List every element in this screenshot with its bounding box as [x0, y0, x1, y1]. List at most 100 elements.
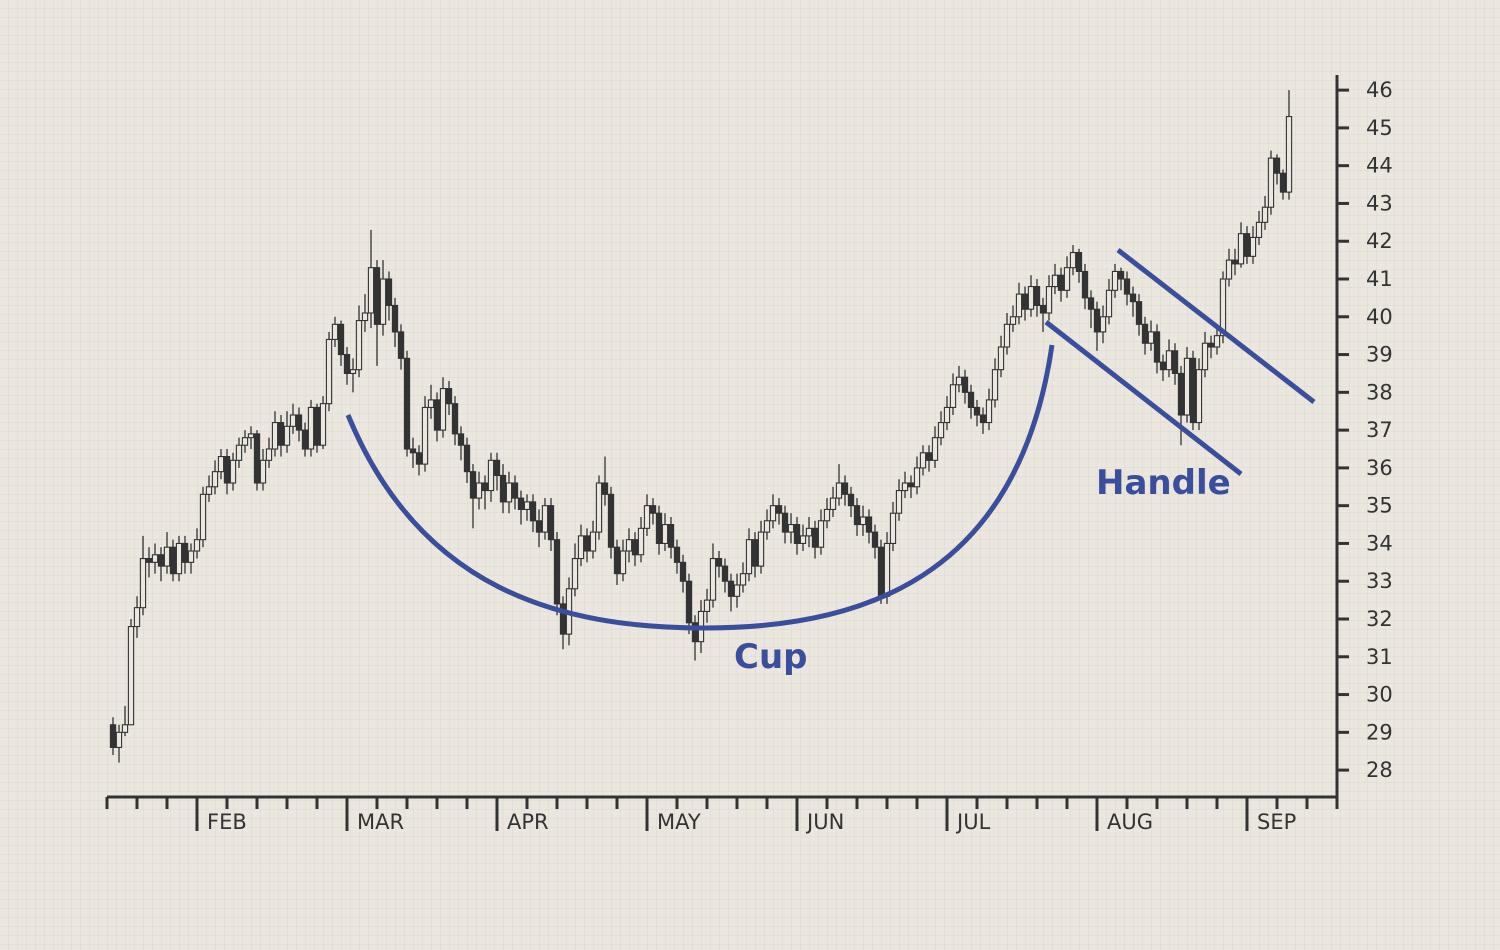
- handle-label: Handle: [1096, 463, 1231, 503]
- candle-body: [223, 456, 231, 484]
- candle-body: [769, 505, 777, 522]
- candle-body: [169, 546, 177, 575]
- candle-body: [1261, 206, 1269, 223]
- candle-body: [157, 554, 165, 567]
- candle-body: [781, 512, 789, 533]
- candle-body: [1225, 259, 1233, 280]
- y-tick-label: 43: [1366, 191, 1393, 215]
- candle-body: [1159, 361, 1167, 371]
- candle-body: [115, 731, 123, 748]
- candle-body: [469, 471, 477, 499]
- candle-body: [589, 531, 597, 552]
- candle-body: [457, 433, 465, 446]
- candle-body: [1033, 286, 1041, 306]
- candle-body: [265, 448, 273, 461]
- candle-body: [1081, 270, 1089, 299]
- candle-body: [367, 267, 375, 314]
- candle-body: [325, 338, 333, 405]
- y-tick-label: 39: [1366, 343, 1393, 367]
- candle-body: [277, 422, 285, 446]
- candle-body: [763, 520, 771, 533]
- candle-body: [487, 459, 495, 492]
- candle-body: [643, 505, 651, 529]
- candle-body: [481, 482, 489, 492]
- y-tick-label: 44: [1366, 154, 1393, 178]
- y-tick-label: 38: [1366, 380, 1393, 404]
- candle-body: [547, 505, 555, 541]
- candle-body: [991, 369, 999, 401]
- candle-body: [505, 482, 513, 503]
- candle-body: [499, 474, 507, 503]
- candle-body: [379, 278, 387, 325]
- candle-body: [751, 539, 759, 567]
- candle-body: [667, 524, 675, 548]
- candle-body: [535, 520, 543, 533]
- candle-body: [409, 448, 417, 454]
- candle-body: [199, 493, 207, 541]
- x-tick-label: FEB: [207, 810, 247, 834]
- candle-body: [1045, 286, 1053, 314]
- candle-body: [175, 542, 183, 575]
- candle-body: [925, 452, 933, 461]
- candle-body: [385, 278, 393, 306]
- annotations: [345, 248, 1316, 631]
- y-tick-label: 36: [1366, 456, 1393, 480]
- candle-body: [1135, 301, 1143, 325]
- candle-body: [1165, 350, 1173, 371]
- candle-body: [301, 429, 309, 450]
- cup-label: Cup: [734, 637, 808, 677]
- candle-body: [583, 535, 591, 552]
- candle-body: [907, 482, 915, 488]
- candle-body: [817, 520, 825, 548]
- candle-body: [1039, 304, 1047, 314]
- candle-body: [1021, 293, 1029, 310]
- y-tick-label: 42: [1366, 229, 1393, 253]
- candle-body: [805, 527, 813, 537]
- candle-body: [961, 376, 969, 393]
- candle-body: [655, 512, 663, 544]
- candle-body: [253, 433, 261, 484]
- candle-body: [163, 546, 171, 567]
- candle-body: [847, 493, 855, 507]
- candle-body: [343, 354, 351, 374]
- candle-body: [835, 482, 843, 499]
- candle-body: [553, 539, 561, 605]
- candle-body: [331, 323, 339, 340]
- candle-body: [799, 535, 807, 544]
- candle-body: [193, 539, 201, 552]
- candle-body: [625, 539, 633, 552]
- candle-body: [511, 482, 519, 499]
- candle-body: [529, 501, 537, 522]
- x-tick-label: SEP: [1257, 810, 1296, 834]
- candle-body: [577, 535, 585, 560]
- candle-body: [1087, 297, 1095, 310]
- candle-body: [571, 558, 579, 590]
- candle-body: [703, 599, 711, 612]
- candle-body: [985, 399, 993, 424]
- candle-body: [403, 357, 411, 450]
- y-tick-label: 41: [1366, 267, 1393, 291]
- y-tick-label: 31: [1366, 645, 1393, 669]
- candle-body: [1207, 342, 1215, 348]
- y-tick-label: 32: [1366, 607, 1393, 631]
- candle-body: [871, 531, 879, 548]
- candle-body: [601, 482, 609, 495]
- candle-body: [757, 531, 765, 567]
- candle-body: [673, 546, 681, 563]
- candle-body: [463, 444, 471, 473]
- candle-body: [1003, 323, 1011, 348]
- candle-body: [109, 724, 117, 748]
- candle-body: [931, 437, 939, 461]
- candle-body: [1063, 267, 1071, 291]
- candle-body: [829, 497, 837, 510]
- candle-body: [307, 406, 315, 450]
- candle-body: [1147, 331, 1155, 344]
- candle-body: [1051, 274, 1059, 288]
- candle-body: [283, 425, 291, 446]
- candle-body: [745, 539, 753, 575]
- candle-body: [1093, 308, 1101, 333]
- candle-body: [349, 369, 357, 374]
- candle-body: [1231, 259, 1239, 265]
- candle-body: [559, 603, 567, 635]
- candle-body: [619, 550, 627, 575]
